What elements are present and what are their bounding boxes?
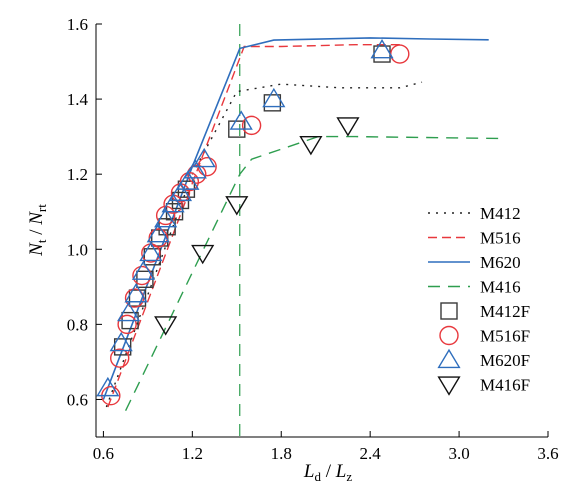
legend-label-m416: M416 xyxy=(480,278,521,297)
point-m516f xyxy=(179,171,200,192)
x-tick-label: 2.4 xyxy=(360,444,382,463)
legend-label-m516f: M516F xyxy=(480,327,530,346)
y-tick-label: 0.6 xyxy=(67,390,88,409)
point-m620f xyxy=(370,39,394,59)
series-markers xyxy=(96,39,410,406)
point-m620f xyxy=(192,147,216,168)
y-tick-label: 1.0 xyxy=(67,240,88,259)
point-m416f xyxy=(336,117,360,137)
point-m516f xyxy=(148,228,168,248)
legend-label-m516: M516 xyxy=(480,229,521,248)
point-m620f xyxy=(146,222,170,243)
x-tick-label: 3.6 xyxy=(537,444,558,463)
point-m516f xyxy=(110,348,130,368)
point-m620f xyxy=(131,260,156,280)
axes xyxy=(95,24,548,438)
series-line-m516 xyxy=(107,44,400,408)
x-tick-label: 3.0 xyxy=(448,444,469,463)
x-tick-label: 1.2 xyxy=(182,444,203,463)
y-tick-label: 1.2 xyxy=(67,165,88,184)
point-m620f xyxy=(183,159,207,179)
point-m412f xyxy=(143,248,162,266)
series-line-m416 xyxy=(124,135,504,412)
point-m620f xyxy=(176,170,200,190)
point-m516f xyxy=(241,115,262,136)
legend-swatch-m416f xyxy=(437,376,461,396)
y-tick-label: 1.4 xyxy=(67,90,89,109)
point-m516f xyxy=(117,314,137,335)
legend-label-m620f: M620F xyxy=(480,351,530,370)
point-m416f xyxy=(225,196,249,216)
x-tick-label: 0.6 xyxy=(93,444,114,463)
legend-swatch-m620f xyxy=(437,348,461,369)
point-m620f xyxy=(229,110,253,130)
point-m620f xyxy=(168,181,193,202)
legend-swatch-m412f xyxy=(440,302,458,320)
legend-swatch-m516f xyxy=(439,325,459,346)
point-m416f xyxy=(154,316,178,336)
point-m620f xyxy=(161,192,185,213)
point-m412f xyxy=(263,94,282,112)
legend-label-m416f: M416F xyxy=(480,376,530,395)
y-axis-title: Nt / Nrt xyxy=(26,204,49,257)
legend-label-m412f: M412F xyxy=(480,302,530,321)
point-m412f xyxy=(113,338,132,356)
y-tick-label: 0.8 xyxy=(67,315,88,334)
point-m620f xyxy=(262,87,286,108)
y-tick-label: 1.6 xyxy=(67,15,88,34)
point-m620f xyxy=(96,376,120,397)
point-m620f xyxy=(109,331,133,352)
point-m620f xyxy=(154,207,178,228)
ticks: 0.6 1.2 1.8 2.4 3.0 3.6 0.6 0.8 1.0 1.2 1.4 1.6 xyxy=(67,15,559,463)
point-m620f xyxy=(139,241,163,262)
series-line-m412 xyxy=(105,81,423,408)
point-m620f xyxy=(117,301,141,322)
x-axis-title: Ld / Lz xyxy=(303,461,352,484)
point-m416f xyxy=(299,136,323,156)
legend: M412 M516 M620 M416 M412F M516F M620F M416F xyxy=(428,204,530,396)
legend-label-m412: M412 xyxy=(480,204,521,223)
legend-label-m620: M620 xyxy=(480,253,521,272)
x-tick-label: 1.8 xyxy=(271,444,292,463)
point-m516f xyxy=(390,44,410,64)
point-m620f xyxy=(124,283,148,303)
point-m416f xyxy=(191,244,215,265)
